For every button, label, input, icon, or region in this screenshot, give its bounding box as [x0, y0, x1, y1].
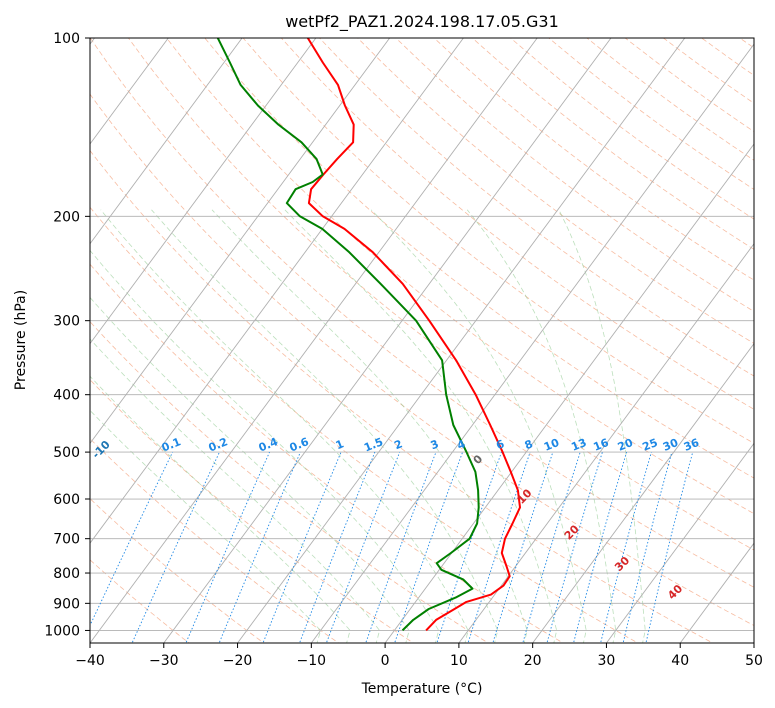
y-tick-label: 1000 — [44, 623, 80, 639]
mixing-ratio-line — [90, 451, 174, 627]
x-tick-label: 30 — [598, 653, 616, 669]
mixing-ratio-line — [546, 451, 603, 643]
grid-lines — [90, 38, 754, 643]
x-tick-label: 20 — [524, 653, 542, 669]
mixing-ratio-line — [436, 451, 502, 643]
profile-series — [216, 38, 521, 632]
x-tick-label: −40 — [75, 653, 105, 669]
x-tick-label: 50 — [745, 653, 763, 669]
y-tick-label: 200 — [53, 209, 80, 225]
dry-adiabat-line — [357, 38, 754, 344]
chart-title: wetPf2_PAZ1.2024.198.17.05.G31 — [285, 12, 559, 32]
y-tick-label: 700 — [53, 532, 80, 548]
moist-adiabat-line — [151, 209, 499, 643]
mixing-ratio-label: 16 — [592, 436, 611, 454]
y-axis-label: Pressure (hPa) — [13, 290, 29, 390]
y-tick-label: 800 — [53, 566, 80, 582]
isotherm-line — [606, 442, 754, 643]
mixing-ratio-line — [299, 451, 376, 643]
temperature-profile-line — [306, 38, 521, 632]
mixing-ratio-line — [394, 451, 464, 643]
y-axis-ticks: 100 200 300 400 500 600 700 800 900 1000 — [44, 31, 90, 639]
moist-adiabats — [90, 209, 646, 643]
dry-adiabat-line — [319, 38, 754, 377]
mixing-ratio-line — [262, 451, 342, 643]
isotherm-line — [90, 38, 317, 345]
isotherm-line — [163, 38, 612, 643]
mixing-ratio-label: 13 — [569, 436, 588, 454]
isotherm-line — [384, 143, 754, 643]
moist-adiabat-line — [100, 209, 469, 643]
x-tick-label: 40 — [671, 653, 689, 669]
mixing-ratio-lines — [90, 451, 694, 643]
dry-adiabat-line — [395, 38, 754, 312]
moist-adiabat-line — [90, 409, 322, 643]
isotherm-line — [237, 38, 686, 643]
isotherm-line — [90, 38, 538, 643]
mixing-ratio-line — [645, 451, 694, 643]
moist-adiabat-line — [558, 209, 646, 643]
x-tick-label: 0 — [381, 653, 390, 669]
isotherm-line — [90, 38, 464, 544]
mixing-ratio-label: 20 — [616, 436, 635, 454]
isotherm-line — [90, 38, 391, 445]
y-tick-label: 100 — [53, 31, 80, 47]
isotherm-line — [90, 38, 169, 145]
mixing-ratio-label: 8 — [523, 437, 535, 452]
mixing-ratio-label: 36 — [682, 436, 701, 454]
x-tick-label: −30 — [149, 653, 179, 669]
mixing-ratio-line — [325, 451, 401, 643]
moist-adiabat-line — [90, 375, 351, 643]
mixing-ratio-line — [365, 451, 437, 643]
mixing-ratio-line — [600, 451, 652, 643]
mixing-ratio-line — [522, 451, 581, 643]
mixing-ratio-line — [185, 451, 270, 643]
mixing-ratio-line — [467, 451, 531, 643]
plot-frame — [89, 37, 755, 644]
dry-adiabat-line — [242, 38, 754, 444]
moist-adiabat-line — [90, 249, 440, 643]
mixing-ratio-line — [492, 451, 554, 643]
mixing-ratio-label: 1 — [334, 437, 346, 452]
dry-adiabat-line — [90, 38, 754, 588]
y-tick-label: 900 — [53, 596, 80, 612]
x-tick-label: −10 — [297, 653, 327, 669]
dry-adiabat-line — [204, 38, 754, 479]
x-tick-label: −20 — [223, 653, 253, 669]
mixing-ratio-line — [622, 451, 673, 643]
isotherm-line — [310, 43, 754, 643]
moist-adiabat-line — [370, 209, 587, 643]
x-tick-label: 10 — [450, 653, 468, 669]
moist-adiabat-line — [211, 209, 528, 643]
isotherm-line — [90, 38, 243, 245]
mixing-ratio-label: 25 — [641, 436, 660, 454]
mixing-ratio-label: 3 — [429, 437, 441, 452]
x-axis-label: Temperature (°C) — [361, 681, 483, 697]
y-tick-label: 300 — [53, 314, 80, 330]
x-axis-ticks: −40 −30 −20 −10 0 10 20 30 40 50 — [75, 643, 763, 669]
y-tick-label: 500 — [53, 445, 80, 461]
y-tick-label: 400 — [53, 388, 80, 404]
mixing-ratio-label: 30 — [661, 436, 680, 454]
dewpoint-profile-line — [216, 38, 480, 632]
moist-adiabat-line — [90, 296, 410, 643]
moist-adiabat-line — [466, 209, 617, 643]
isotherm-line — [532, 342, 754, 643]
mixing-ratio-line — [573, 451, 628, 643]
mixing-ratio-label: 10 — [542, 436, 561, 454]
moist-adiabat-line — [284, 209, 558, 643]
y-tick-label: 600 — [53, 492, 80, 508]
mixing-ratio-label: 2 — [392, 437, 404, 452]
isotherm-line — [458, 243, 754, 643]
mixing-ratio-line — [218, 451, 301, 643]
